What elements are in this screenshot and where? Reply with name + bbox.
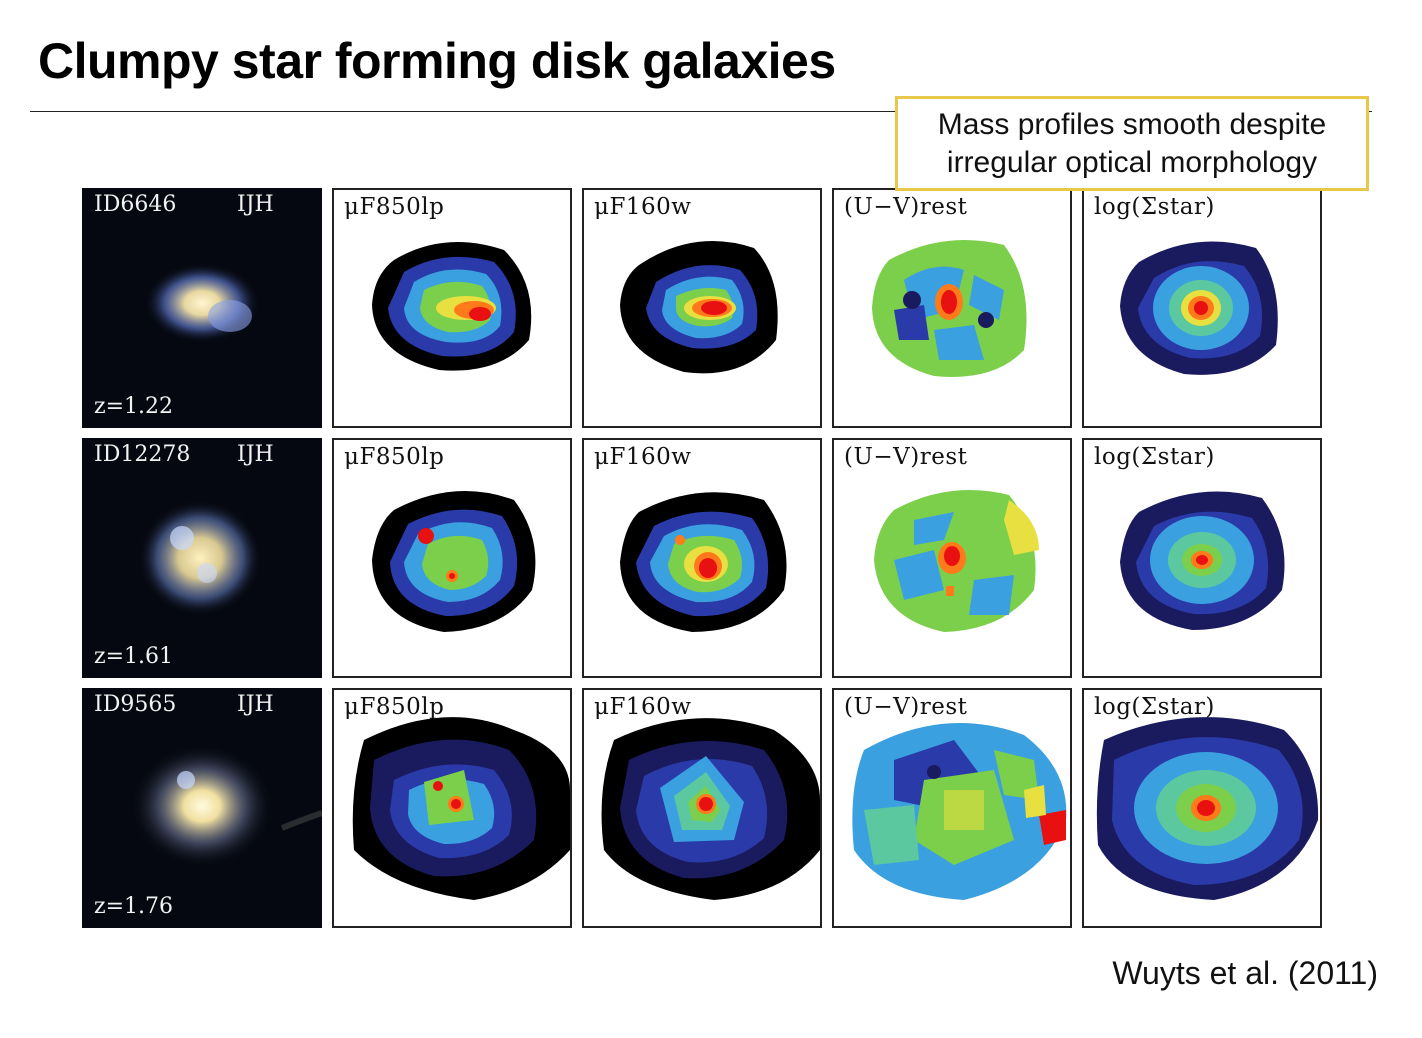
stellar-mass-map — [1096, 717, 1319, 900]
galaxy-image — [138, 500, 262, 616]
map-label: log(Σstar) — [1094, 694, 1215, 720]
galaxy-id: ID9565 — [94, 692, 177, 717]
map-uv-row-1: (U−V)rest — [832, 188, 1072, 428]
galaxy-photo-row-2: ID12278 IJH z=1.61 — [82, 438, 322, 678]
galaxy-bands: IJH — [237, 192, 274, 217]
map-f160w-row-3: μF160w — [582, 688, 822, 928]
color-map — [874, 490, 1039, 632]
map-f160w-row-1: μF160w — [582, 188, 822, 428]
color-map — [872, 240, 1027, 377]
surface-brightness-map — [620, 492, 787, 632]
map-f160w-row-2: μF160w — [582, 438, 822, 678]
map-mass-row-2: log(Σstar) — [1082, 438, 1322, 678]
map-label: (U−V)rest — [844, 694, 968, 720]
map-mass-row-3: log(Σstar) — [1082, 688, 1322, 928]
slide-title: Clumpy star forming disk galaxies — [38, 33, 836, 89]
surface-brightness-map — [372, 242, 532, 371]
map-f850lp-row-3: μF850lp — [332, 688, 572, 928]
surface-brightness-map — [601, 718, 820, 900]
map-label: μF850lp — [344, 194, 445, 220]
map-label: log(Σstar) — [1094, 444, 1215, 470]
map-label: (U−V)rest — [844, 444, 968, 470]
citation: Wuyts et al. (2011) — [1112, 955, 1378, 991]
galaxy-bands: IJH — [237, 442, 274, 467]
map-f850lp-row-1: μF850lp — [332, 188, 572, 428]
map-label: μF850lp — [344, 444, 445, 470]
map-label: μF160w — [594, 194, 692, 220]
callout-box: Mass profiles smooth despite irregular o… — [895, 96, 1369, 191]
callout-line-1: Mass profiles smooth despite — [937, 107, 1327, 141]
galaxy-image — [144, 263, 260, 343]
galaxy-photo-row-1: ID6646 IJH z=1.22 — [82, 188, 322, 428]
map-f850lp-row-2: μF850lp — [332, 438, 572, 678]
galaxy-id: ID6646 — [94, 192, 177, 217]
title-rule — [30, 111, 1372, 112]
surface-brightness-map — [620, 240, 778, 374]
map-uv-row-2: (U−V)rest — [832, 438, 1072, 678]
galaxy-redshift: z=1.22 — [94, 394, 174, 419]
map-label: μF160w — [594, 444, 692, 470]
map-mass-row-1: log(Σstar) — [1082, 188, 1322, 428]
galaxy-id: ID12278 — [94, 442, 191, 467]
galaxy-image — [130, 744, 322, 868]
callout-line-2: irregular optical morphology — [946, 145, 1318, 179]
surface-brightness-map — [352, 717, 570, 900]
galaxy-redshift: z=1.76 — [94, 894, 174, 919]
map-label: log(Σstar) — [1094, 194, 1215, 220]
color-map — [852, 723, 1067, 900]
galaxy-photo-row-3: ID9565 IJH z=1.76 — [82, 688, 322, 928]
galaxy-bands: IJH — [237, 692, 274, 717]
surface-brightness-map — [372, 491, 536, 632]
stellar-mass-map — [1120, 491, 1285, 630]
stellar-mass-map — [1120, 241, 1278, 375]
map-label: (U−V)rest — [844, 194, 968, 220]
galaxy-redshift: z=1.61 — [94, 644, 174, 669]
map-label: μF850lp — [344, 694, 445, 720]
map-uv-row-3: (U−V)rest — [832, 688, 1072, 928]
map-label: μF160w — [594, 694, 692, 720]
